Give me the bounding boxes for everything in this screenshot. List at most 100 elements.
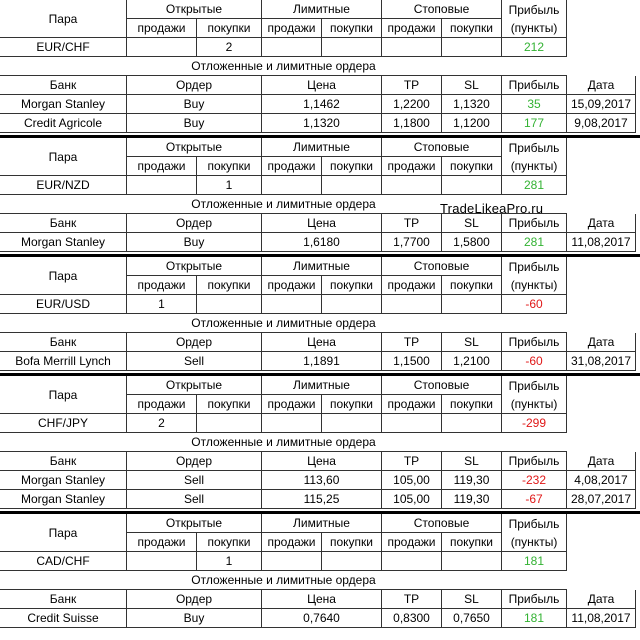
order-sl: 1,1320 [442, 95, 502, 114]
price-header: Цена [262, 214, 382, 233]
order-type: Sell [127, 352, 262, 371]
points-header: (пункты) [502, 276, 567, 295]
open-buy-count: 1 [197, 176, 262, 195]
points-header: (пункты) [502, 533, 567, 552]
pair-profit: -60 [502, 295, 567, 314]
order-sl: 1,1200 [442, 114, 502, 133]
order-row: Credit Agricole Buy 1,1320 1,1800 1,1200 177 9… [0, 114, 640, 133]
pair-block: Пара Открытые Лимитные Стоповые Прибыль прода… [0, 373, 640, 511]
order-sl: 119,30 [442, 490, 502, 509]
open-header: Открытые [127, 376, 262, 395]
profit-header: Прибыль [502, 590, 567, 609]
stop-sell-cell [382, 552, 442, 571]
stop-buy-cell [442, 295, 502, 314]
bank-header: Банк [0, 214, 127, 233]
watermark: TradeLikeaPro.ru [440, 201, 544, 216]
pair-name: EUR/NZD [0, 176, 127, 195]
open-header: Открытые [127, 0, 262, 19]
open-sell-header: продажи [127, 395, 197, 414]
stop-sell-header: продажи [382, 533, 442, 552]
order-profit: -60 [502, 352, 567, 371]
open-header: Открытые [127, 257, 262, 276]
stop-buy-cell [442, 176, 502, 195]
order-profit: 177 [502, 114, 567, 133]
limit-sell-cell [262, 552, 322, 571]
open-sell-count [127, 552, 197, 571]
order-row: Bofa Merrill Lynch Sell 1,1891 1,1500 1,2100… [0, 352, 640, 371]
pair-name: CAD/CHF [0, 552, 127, 571]
order-row: Morgan Stanley Sell 113,60 105,00 119,30 -232… [0, 471, 640, 490]
order-profit: 281 [502, 233, 567, 252]
stop-buy-header: покупки [442, 395, 502, 414]
price-header: Цена [262, 333, 382, 352]
stop-sell-cell [382, 414, 442, 433]
stop-buy-header: покупки [442, 19, 502, 38]
open-buy-header: покупки [197, 276, 262, 295]
pair-block: Пара Открытые Лимитные Стоповые Прибыль прода… [0, 0, 640, 135]
order-tp: 0,8300 [382, 609, 442, 628]
profit-header: Прибыль [502, 76, 567, 95]
stop-header: Стоповые [382, 376, 502, 395]
order-type: Buy [127, 233, 262, 252]
order-row: Morgan Stanley Buy 1,1462 1,2200 1,1320 35 15,… [0, 95, 640, 114]
open-sell-count: 2 [127, 414, 197, 433]
pair-name: EUR/CHF [0, 38, 127, 57]
order-price: 1,1891 [262, 352, 382, 371]
order-price: 115,25 [262, 490, 382, 509]
order-bank: Credit Agricole [0, 114, 127, 133]
order-tp: 1,1500 [382, 352, 442, 371]
open-buy-header: покупки [197, 395, 262, 414]
order-header: Ордер [127, 214, 262, 233]
pair-name: CHF/JPY [0, 414, 127, 433]
tp-header: TP [382, 333, 442, 352]
limit-buy-cell [322, 176, 382, 195]
order-price: 1,1320 [262, 114, 382, 133]
profit-header: Прибыль [502, 0, 567, 19]
points-header: (пункты) [502, 19, 567, 38]
profit-header: Прибыль [502, 376, 567, 395]
open-buy-count: 1 [197, 552, 262, 571]
order-sl: 1,2100 [442, 352, 502, 371]
order-date: 11,08,2017 [567, 233, 636, 252]
limit-sell-cell [262, 38, 322, 57]
stop-sell-cell [382, 295, 442, 314]
date-header: Дата [567, 590, 636, 609]
pair-profit: -299 [502, 414, 567, 433]
order-header: Ордер [127, 76, 262, 95]
section-title: Отложенные и лимитные ордера [0, 314, 567, 333]
stop-sell-header: продажи [382, 19, 442, 38]
order-header: Ордер [127, 590, 262, 609]
order-row: Morgan Stanley Sell 115,25 105,00 119,30 -67 2… [0, 490, 640, 509]
open-buy-count [197, 414, 262, 433]
limit-buy-cell [322, 295, 382, 314]
profit-header: Прибыль [502, 138, 567, 157]
limit-sell-header: продажи [262, 276, 322, 295]
section-title: Отложенные и лимитные ордера [0, 571, 567, 590]
order-profit: 181 [502, 609, 567, 628]
order-type: Buy [127, 95, 262, 114]
order-type: Sell [127, 490, 262, 509]
order-tp: 105,00 [382, 471, 442, 490]
pair-header: Пара [0, 514, 127, 552]
open-sell-header: продажи [127, 157, 197, 176]
sl-header: SL [442, 214, 502, 233]
limit-sell-header: продажи [262, 157, 322, 176]
date-header: Дата [567, 214, 636, 233]
price-header: Цена [262, 76, 382, 95]
order-bank: Morgan Stanley [0, 233, 127, 252]
limit-buy-header: покупки [322, 276, 382, 295]
order-sl: 119,30 [442, 471, 502, 490]
stop-buy-header: покупки [442, 157, 502, 176]
pair-block: Пара Открытые Лимитные Стоповые Прибыль прода… [0, 254, 640, 373]
order-date: 31,08,2017 [567, 352, 636, 371]
open-sell-header: продажи [127, 276, 197, 295]
pair-header: Пара [0, 0, 127, 38]
open-sell-header: продажи [127, 533, 197, 552]
order-sl: 1,5800 [442, 233, 502, 252]
order-date: 11,08,2017 [567, 609, 636, 628]
open-sell-header: продажи [127, 19, 197, 38]
limit-buy-cell [322, 414, 382, 433]
limit-buy-cell [322, 552, 382, 571]
order-bank: Bofa Merrill Lynch [0, 352, 127, 371]
